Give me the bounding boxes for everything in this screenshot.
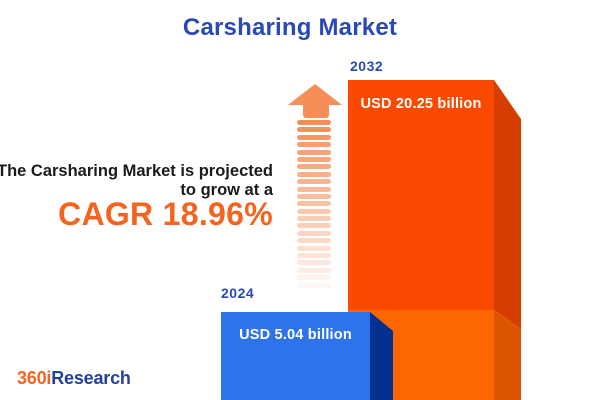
- logo-prefix: 360i: [17, 368, 52, 388]
- bar-2032-value-label: USD 20.25 billion: [360, 96, 482, 112]
- bar-2024-front-face: [221, 312, 370, 400]
- arrow-head: [288, 84, 342, 105]
- arrow-dash-trail: [297, 120, 331, 290]
- bar-2024-value-label: USD 5.04 billion: [239, 327, 352, 343]
- annotation-line-2: to grow at a: [180, 181, 273, 199]
- bar-2032-year-label: 2032: [350, 58, 384, 74]
- brand-logo: 360iResearch: [17, 368, 131, 389]
- logo-suffix: Research: [51, 368, 131, 388]
- annotation-line-1: The Carsharing Market is projected: [0, 162, 273, 180]
- growth-annotation: The Carsharing Market is projected to gr…: [0, 162, 273, 230]
- bar-2032-front-face: [348, 80, 494, 310]
- bar-2032-lower-side-face: [494, 310, 521, 400]
- bar-2032-side-face: [494, 80, 521, 329]
- arrow-neck: [303, 103, 329, 118]
- bar-2024-side-face: [370, 312, 393, 400]
- page-title: Carsharing Market: [182, 14, 398, 41]
- bar-2024-year-label: 2024: [221, 285, 255, 301]
